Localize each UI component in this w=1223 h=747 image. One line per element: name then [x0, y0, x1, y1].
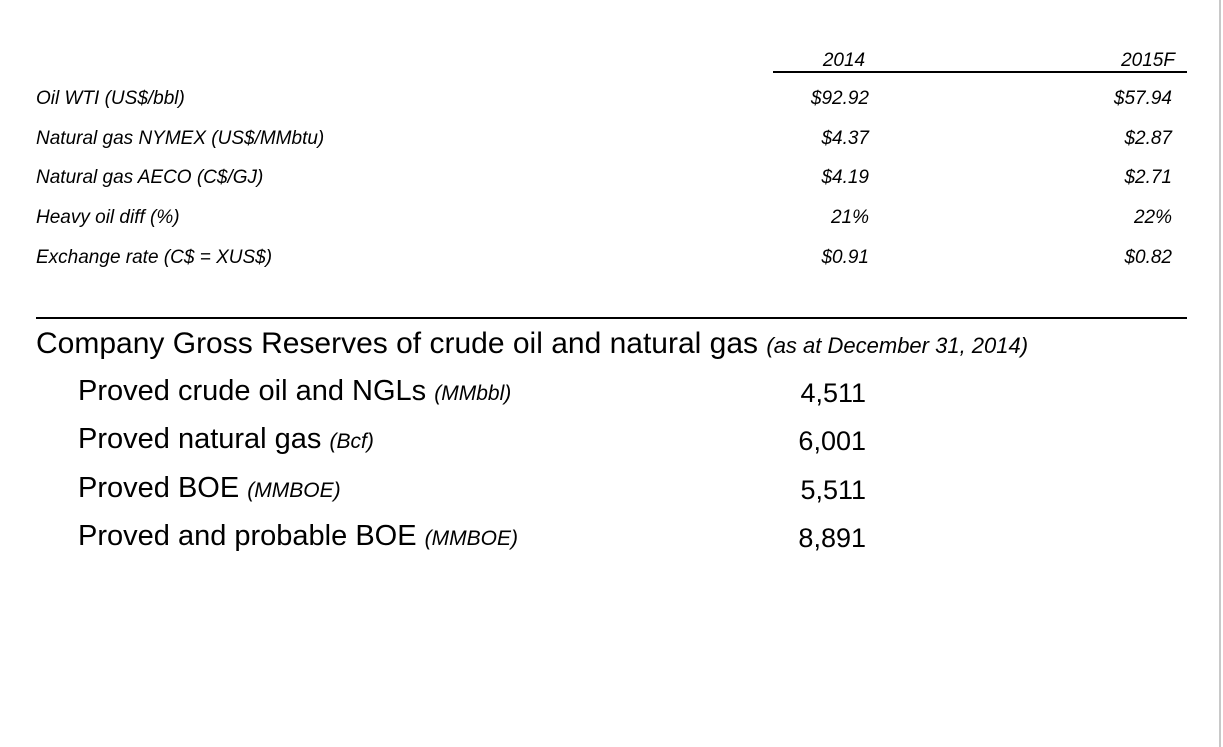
title-note: (as at December 31, 2014) [766, 333, 1029, 358]
header-rule [773, 71, 1187, 73]
row-label: Exchange rate (C$ = XUS$) [36, 246, 273, 268]
row-label: Heavy oil diff (%) [36, 207, 180, 229]
row-label: Natural gas AECO (C$/GJ) [36, 167, 264, 189]
reserve-label: Proved BOE [78, 471, 240, 504]
reserve-value: 4,511 [800, 378, 866, 408]
row-label: Oil WTI (US$/bbl) [36, 88, 185, 109]
reserve-row: Proved and probable BOE (MMBOE) [78, 519, 518, 556]
column-header: 2014 [822, 50, 866, 71]
cell-value: $2.87 [1124, 127, 1172, 149]
column-header: 2015F [1121, 50, 1175, 71]
reserve-row: Proved BOE (MMBOE) [78, 471, 341, 508]
reserve-label: Proved crude oil and NGLs [78, 375, 427, 407]
cell-value: 21% [830, 207, 869, 229]
cell-value: $92.92 [810, 88, 869, 109]
reserve-unit: (MMBOE) [247, 478, 341, 502]
cell-value: $2.71 [1124, 167, 1172, 189]
reserve-value: 6,001 [798, 426, 866, 457]
page-edge [1219, 0, 1221, 747]
cell-value: 22% [1133, 207, 1172, 229]
cell-value: $0.82 [1124, 246, 1172, 268]
section-title: Company Gross Reserves of crude oil and … [36, 326, 1028, 364]
title-text: Company Gross Reserves of crude oil and … [36, 327, 759, 360]
cell-value: $0.91 [821, 246, 869, 268]
section-rule [36, 317, 1187, 319]
reserve-unit: (Bcf) [329, 430, 374, 454]
reserve-label: Proved and probable BOE [78, 519, 417, 552]
reserve-value: 5,511 [800, 474, 866, 505]
reserve-value: 8,891 [798, 522, 866, 553]
reserve-unit: (MMBOE) [424, 526, 518, 550]
reserve-row: Proved crude oil and NGLs (MMbbl) [78, 374, 511, 411]
reserve-row: Proved natural gas (Bcf) [78, 422, 374, 459]
row-label: Natural gas NYMEX (US$/MMbtu) [36, 127, 325, 149]
cell-value: $4.37 [821, 127, 869, 149]
reserve-label: Proved natural gas [78, 423, 322, 456]
reserve-unit: (MMbbl) [434, 382, 512, 405]
cell-value: $4.19 [821, 167, 869, 189]
cell-value: $57.94 [1113, 88, 1172, 109]
